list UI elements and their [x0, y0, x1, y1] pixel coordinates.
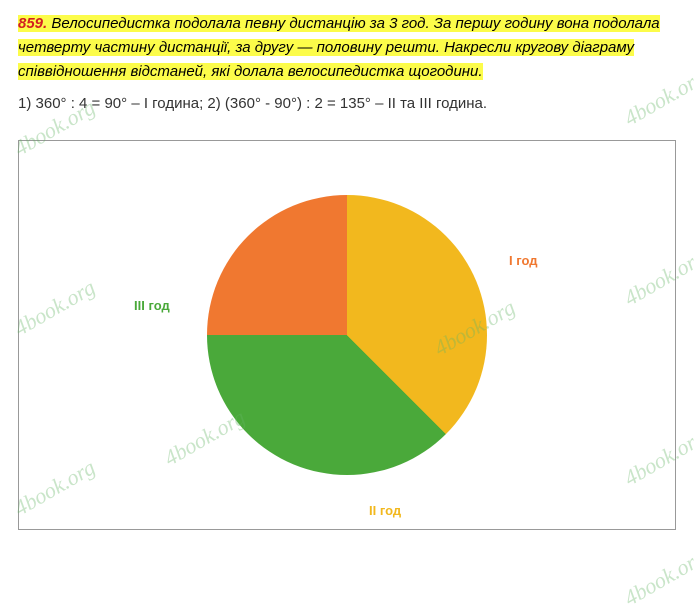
- problem-statement: Велосипедистка подолала певну дистанцію …: [18, 15, 660, 80]
- problem-number: 859.: [18, 15, 47, 32]
- pie-label-hour2: ІІ год: [369, 501, 401, 522]
- pie-chart-container: І год ІІ год ІІІ год: [18, 140, 676, 530]
- solution-line: 1) 360° : 4 = 90° – І година; 2) (360° -…: [18, 92, 677, 116]
- pie-chart: [207, 195, 487, 475]
- problem-text: 859. Велосипедистка подолала певну диста…: [18, 12, 677, 84]
- pie-label-hour1: І год: [509, 251, 538, 272]
- problem-block: 859. Велосипедистка подолала певну диста…: [0, 0, 695, 128]
- watermark: 4book.org: [617, 540, 695, 615]
- pie-label-hour3: ІІІ год: [134, 296, 170, 317]
